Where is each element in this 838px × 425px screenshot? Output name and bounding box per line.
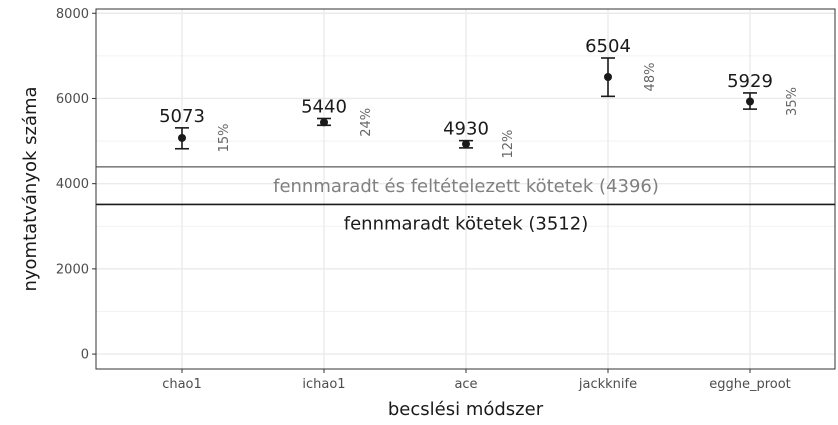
percent-label-ichao1: 24%	[359, 108, 374, 137]
x-axis-title: becslési módszer	[388, 399, 544, 420]
y-tick-label: 6000	[56, 92, 89, 107]
percent-label-jackknife: 48%	[643, 63, 658, 92]
y-axis-title: nyomtatványok száma	[20, 86, 41, 291]
percent-label-egghe_proot: 35%	[785, 87, 800, 116]
value-label-egghe_proot: 5929	[727, 71, 773, 92]
x-tick-label-ichao1: ichao1	[302, 377, 345, 392]
value-label-ichao1: 5440	[301, 96, 347, 117]
x-tick-label-ace: ace	[454, 377, 477, 392]
reference-lines: fennmaradt és feltételezett kötetek (439…	[96, 166, 835, 234]
reference-line-label-0: fennmaradt és feltételezett kötetek (439…	[273, 176, 659, 197]
data-point-egghe_proot	[746, 97, 754, 106]
axes: 0 2000 4000 6000 8000 chao1 ichao1 ace jackknife…	[56, 7, 791, 392]
data-point-ichao1	[320, 118, 328, 127]
y-tick-label: 4000	[56, 177, 89, 192]
value-label-jackknife: 6504	[585, 36, 631, 57]
reference-line-label-1: fennmaradt kötetek (3512)	[344, 213, 589, 234]
data-point-ace	[462, 140, 470, 149]
data-point-chao1	[178, 133, 186, 142]
percent-label-ace: 12%	[501, 130, 516, 159]
percent-label-chao1: 15%	[217, 124, 232, 153]
value-label-chao1: 5073	[159, 106, 205, 127]
x-tick-label-egghe_proot: egghe_proot	[709, 377, 791, 392]
x-tick-label-jackknife: jackknife	[578, 377, 637, 392]
y-tick-label: 8000	[56, 7, 89, 22]
value-label-ace: 4930	[443, 119, 489, 140]
x-tick-label-chao1: chao1	[162, 377, 202, 392]
major-gridlines	[96, 9, 835, 369]
y-tick-label: 0	[81, 348, 89, 363]
data-point-jackknife	[604, 72, 612, 81]
data-marks: 5073 15% 5440 24% 4930 12% 6504 48% 5929 35%	[159, 36, 800, 159]
y-tick-label: 2000	[56, 262, 89, 277]
